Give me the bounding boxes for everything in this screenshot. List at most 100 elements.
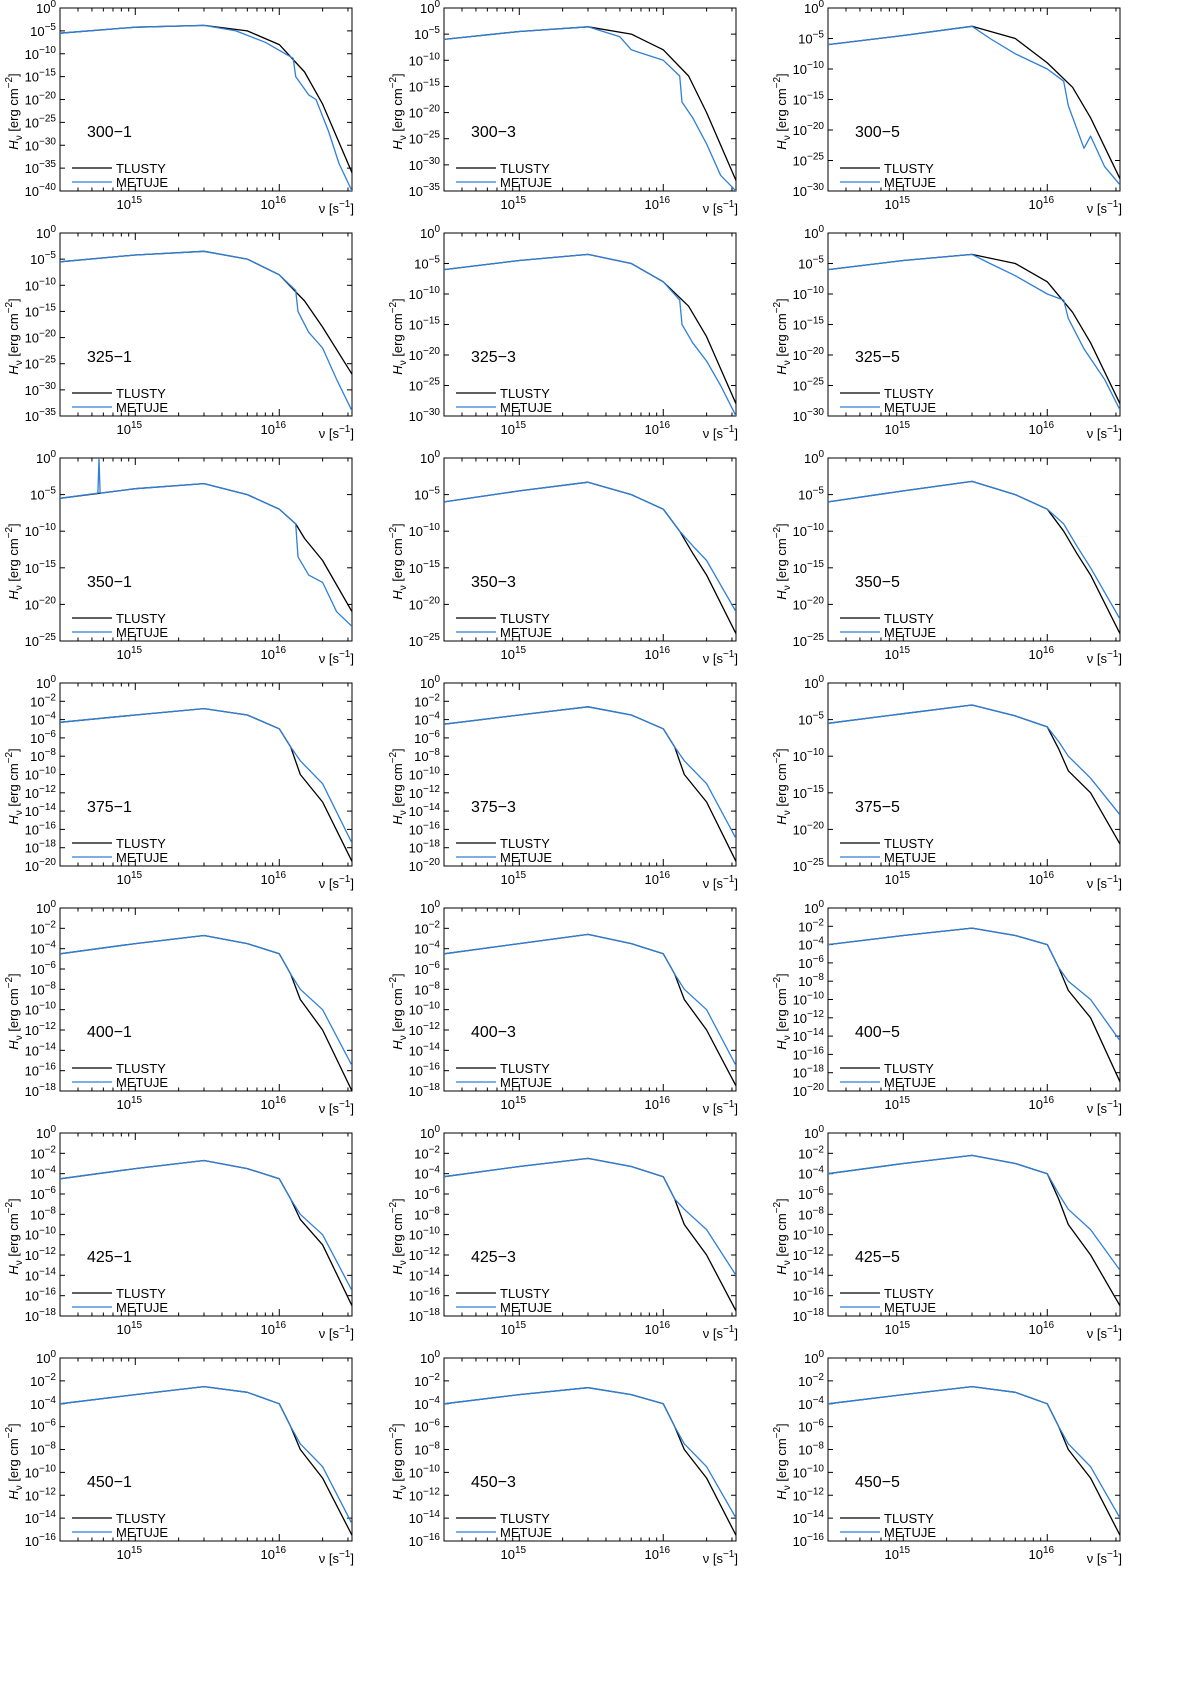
y-tick-label: 10−10 xyxy=(25,1226,57,1243)
y-tick-label: 10−6 xyxy=(30,960,56,977)
chart-panel: 10−35 10−30 10−25 10−20 10−15 10−10 10−5 100 101… xyxy=(0,224,400,465)
chart-svg: 10−25 10−20 10−15 10−10 10−5 100 1015 1016 Hν [e… xyxy=(772,449,1122,666)
y-tick-label: 10−12 xyxy=(793,1246,825,1263)
series-line-tlusty xyxy=(60,24,352,173)
y-tick-label: 10−10 xyxy=(793,991,825,1008)
series-line-metuje xyxy=(828,927,1120,1042)
y-axis-label: Hν [erg cm−2] xyxy=(772,523,793,599)
chart-panel: 10−16 10−14 10−12 10−10 10−8 10−6 10−4 10−2 100 1… xyxy=(0,1349,400,1590)
y-tick-label: 10−5 xyxy=(798,255,824,272)
x-tick-label: 1016 xyxy=(260,1320,286,1337)
legend-label: METUJE xyxy=(116,625,168,640)
x-axis-label: ν [s−1] xyxy=(703,199,738,216)
y-tick-label: 10−12 xyxy=(409,1021,441,1038)
y-tick-label: 10−18 xyxy=(409,1307,441,1324)
x-tick-label: 1015 xyxy=(500,1095,526,1112)
y-tick-label: 10−5 xyxy=(414,486,440,503)
y-tick-label: 10−2 xyxy=(798,1372,824,1389)
chart-panel: 10−18 10−16 10−14 10−12 10−10 10−8 10−6 10−4 10−… xyxy=(0,1124,400,1365)
y-tick-label: 10−18 xyxy=(25,839,57,856)
y-tick-label: 10−4 xyxy=(798,1165,824,1182)
series-line-metuje xyxy=(444,706,736,839)
x-axis-label: ν [s−1] xyxy=(1087,1324,1122,1341)
panel-label: 400−5 xyxy=(855,1024,900,1041)
y-tick-label: 10−30 xyxy=(793,407,825,424)
y-tick-label: 10−10 xyxy=(793,285,825,302)
x-tick-label: 1015 xyxy=(500,1545,526,1562)
chart-svg: 10−18 10−16 10−14 10−12 10−10 10−8 10−6 10−4 10−… xyxy=(772,1124,1122,1341)
y-tick-label: 10−15 xyxy=(793,316,825,333)
chart-panel: 10−18 10−16 10−14 10−12 10−10 10−8 10−6 10−4 10−… xyxy=(384,899,784,1140)
y-tick-label: 10−25 xyxy=(793,377,825,394)
series-line-metuje xyxy=(828,25,1120,186)
series-group xyxy=(444,933,736,1087)
x-tick-label: 1015 xyxy=(116,1095,142,1112)
legend-label: TLUSTY xyxy=(500,1061,550,1076)
y-tick-label: 10−8 xyxy=(30,980,56,997)
chart-panel: 10−18 10−16 10−14 10−12 10−10 10−8 10−6 10−4 10−… xyxy=(768,1124,1168,1365)
series-line-tlusty xyxy=(444,1387,736,1536)
chart-svg: 10−30 10−25 10−20 10−15 10−10 10−5 100 1015 1016… xyxy=(388,224,738,441)
series-line-tlusty xyxy=(444,1157,736,1312)
y-tick-label: 10−2 xyxy=(798,917,824,934)
x-tick-label: 1016 xyxy=(260,1095,286,1112)
y-tick-label: 10−14 xyxy=(793,1509,825,1526)
x-tick-label: 1016 xyxy=(644,1095,670,1112)
y-tick-label: 10−15 xyxy=(409,77,441,94)
plot-frame xyxy=(59,232,353,417)
y-tick-label: 10−18 xyxy=(409,839,441,856)
legend-label: METUJE xyxy=(116,175,168,190)
y-tick-label: 10−20 xyxy=(409,104,441,121)
y-tick-label: 100 xyxy=(804,1349,824,1366)
y-tick-label: 10−10 xyxy=(793,1463,825,1480)
series-line-metuje xyxy=(444,933,736,1066)
y-tick-label: 100 xyxy=(420,0,440,16)
y-tick-label: 10−12 xyxy=(409,1246,441,1263)
panel-label: 375−5 xyxy=(855,799,900,816)
legend-label: METUJE xyxy=(500,1525,552,1540)
y-tick-label: 10−25 xyxy=(25,113,57,130)
x-tick-label: 1015 xyxy=(116,645,142,662)
x-tick-label: 1016 xyxy=(644,1545,670,1562)
x-tick-label: 1015 xyxy=(116,1545,142,1562)
y-tick-label: 10−6 xyxy=(414,1185,440,1202)
y-tick-label: 10−35 xyxy=(25,159,57,176)
y-tick-label: 10−16 xyxy=(793,1287,825,1304)
y-axis-label: Hν [erg cm−2] xyxy=(388,298,409,374)
series-line-metuje xyxy=(444,1157,736,1276)
y-tick-label: 100 xyxy=(804,449,824,466)
y-tick-label: 10−4 xyxy=(798,936,824,953)
y-tick-label: 10−4 xyxy=(414,1395,440,1412)
y-tick-label: 10−20 xyxy=(25,857,57,874)
y-tick-label: 100 xyxy=(36,449,56,466)
series-group xyxy=(60,1385,352,1536)
series-group xyxy=(828,253,1120,411)
y-tick-label: 10−4 xyxy=(414,1165,440,1182)
series-group xyxy=(60,24,352,191)
series-line-metuje xyxy=(828,1154,1120,1271)
legend-label: METUJE xyxy=(500,400,552,415)
y-tick-label: 100 xyxy=(804,899,824,916)
chart-svg: 10−35 10−30 10−25 10−20 10−15 10−10 10−5 100 101… xyxy=(388,0,738,216)
legend-label: TLUSTY xyxy=(116,1286,166,1301)
x-axis-label: ν [s−1] xyxy=(319,199,354,216)
y-tick-label: 10−25 xyxy=(409,377,441,394)
legend-label: METUJE xyxy=(884,1525,936,1540)
y-tick-label: 10−6 xyxy=(30,1418,56,1435)
x-tick-label: 1015 xyxy=(500,420,526,437)
chart-panel: 10−18 10−16 10−14 10−12 10−10 10−8 10−6 10−4 10−… xyxy=(0,899,400,1140)
y-axis-label: Hν [erg cm−2] xyxy=(4,973,25,1049)
plot-frame xyxy=(443,1132,737,1317)
legend-label: TLUSTY xyxy=(500,161,550,176)
legend-label: TLUSTY xyxy=(884,1061,934,1076)
y-tick-label: 10−8 xyxy=(30,1441,56,1458)
series-group xyxy=(828,480,1120,634)
chart-svg: 10−25 10−20 10−15 10−10 10−5 100 1015 1016 Hν [e… xyxy=(388,449,738,666)
y-tick-label: 10−14 xyxy=(25,1509,57,1526)
y-tick-label: 10−18 xyxy=(793,1064,825,1081)
y-tick-label: 10−25 xyxy=(793,857,825,874)
x-tick-label: 1015 xyxy=(116,1320,142,1337)
y-tick-label: 10−12 xyxy=(25,1486,57,1503)
y-tick-label: 10−6 xyxy=(30,729,56,746)
x-tick-label: 1015 xyxy=(884,1320,910,1337)
